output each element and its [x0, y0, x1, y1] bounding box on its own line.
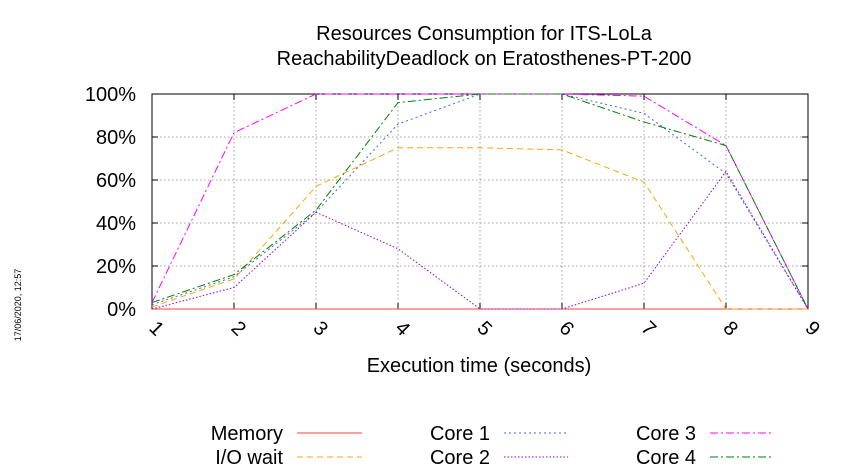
x-tick-label: 1 [145, 317, 168, 340]
legend-label: Core 4 [636, 447, 696, 469]
x-tick-label: 6 [555, 317, 578, 340]
chart-title: Resources Consumption for ITS-LoLa [316, 23, 653, 45]
legend-label: Core 3 [636, 423, 696, 445]
x-tick-label: 2 [227, 317, 250, 340]
y-tick-label: 40% [96, 213, 136, 235]
x-tick-label: 5 [473, 317, 496, 340]
x-tick-label: 7 [637, 317, 660, 340]
y-tick-label: 100% [85, 84, 136, 106]
series-line-core-2 [151, 170, 809, 310]
legend-label: Memory [211, 423, 283, 445]
y-tick-label: 60% [96, 170, 136, 192]
series-lines [151, 93, 809, 310]
x-axis-label: Execution time (seconds) [367, 355, 592, 377]
series-line-core-3 [151, 93, 809, 310]
y-tick-label: 80% [96, 127, 136, 149]
x-tick-label: 4 [391, 317, 414, 340]
series-line-core-1 [151, 93, 809, 310]
timestamp: 17/06/2020, 12:57 [13, 269, 23, 342]
legend-label: Core 1 [430, 423, 490, 445]
legend-label: Core 2 [430, 447, 490, 469]
y-tick-label: 0% [107, 299, 136, 321]
grid [152, 94, 808, 309]
chart-subtitle: ReachabilityDeadlock on Eratosthenes-PT-… [277, 48, 692, 70]
x-tick-label: 3 [309, 317, 332, 340]
x-tick-label: 8 [719, 317, 742, 340]
series-line-i-o-wait [151, 147, 808, 310]
y-tick-label: 20% [96, 256, 136, 278]
x-tick-label: 9 [801, 317, 824, 340]
legend-label: I/O wait [215, 447, 283, 469]
